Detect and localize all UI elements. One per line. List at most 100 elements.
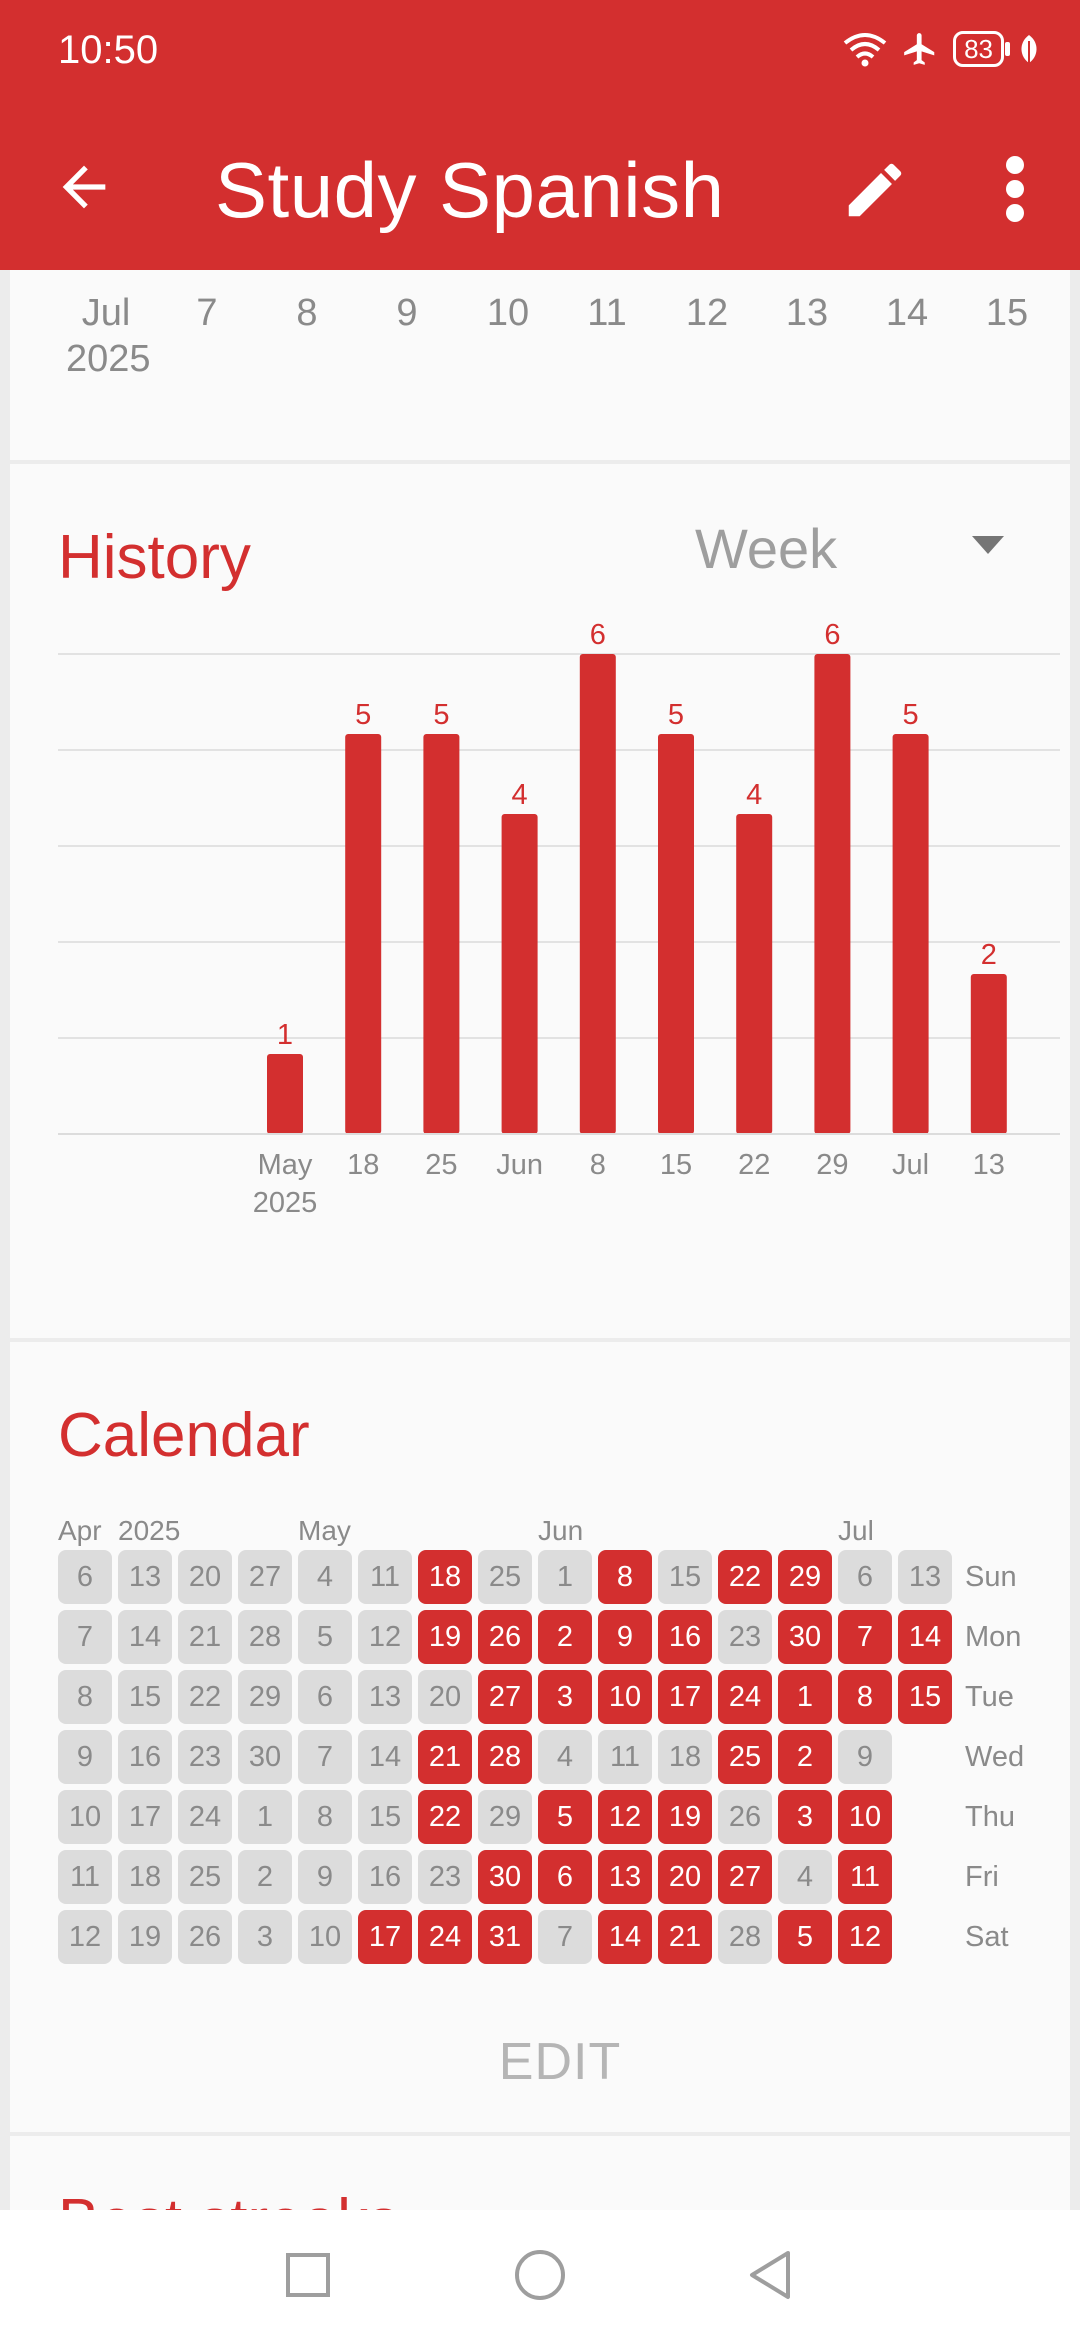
chart-data-label: 2 — [981, 939, 997, 971]
calendar-day-cell: 18 — [418, 1550, 472, 1604]
calendar-day-cell: 31 — [478, 1910, 532, 1964]
calendar-day-cell: 3 — [538, 1670, 592, 1724]
calendar-day-cell: 9 — [838, 1730, 892, 1784]
calendar-day-cell: 17 — [358, 1910, 412, 1964]
chart-bar — [814, 654, 851, 1134]
calendar-day-cell: 14 — [898, 1610, 952, 1664]
chart-tick-label: 22 — [738, 1149, 770, 1181]
calendar-day-cell: 20 — [658, 1850, 712, 1904]
back-triangle-icon[interactable] — [740, 2245, 800, 2305]
calendar-day-cell: 17 — [658, 1670, 712, 1724]
chart-data-label: 5 — [903, 699, 919, 731]
calendar-day-cell: 26 — [178, 1910, 232, 1964]
calendar-day-cell: 13 — [898, 1550, 952, 1604]
calendar-day-cell: 19 — [118, 1910, 172, 1964]
pencil-icon[interactable] — [840, 155, 910, 225]
timeline-label: 14 — [885, 292, 929, 334]
calendar-day-cell: 14 — [118, 1610, 172, 1664]
timeline-label: 15 — [985, 292, 1029, 334]
calendar-day-cell: 30 — [478, 1850, 532, 1904]
calendar-day-cell: 24 — [718, 1670, 772, 1724]
calendar-day-cell: 25 — [478, 1550, 532, 1604]
calendar-day-cell: 6 — [538, 1850, 592, 1904]
calendar-day-cell: 4 — [778, 1850, 832, 1904]
calendar-weekday-label: Sat — [965, 1921, 1009, 1953]
calendar-day-cell: 26 — [478, 1610, 532, 1664]
calendar-day-cell: 27 — [478, 1670, 532, 1724]
timeline-label: Jul — [81, 292, 131, 334]
calendar-day-cell: 22 — [178, 1670, 232, 1724]
calendar-day-cell: 11 — [598, 1730, 652, 1784]
home-circle-icon[interactable] — [510, 2245, 570, 2305]
calendar-day-cell: 1 — [538, 1550, 592, 1604]
calendar-day-cell: 7 — [538, 1910, 592, 1964]
dropdown-arrow-icon[interactable] — [972, 536, 1004, 556]
calendar-day-cell: 7 — [298, 1730, 352, 1784]
calendar-day-cell: 12 — [598, 1790, 652, 1844]
chart-data-label: 5 — [433, 699, 449, 731]
calendar-day-cell: 2 — [778, 1730, 832, 1784]
calendar-day-cell: 9 — [58, 1730, 112, 1784]
chart-data-label: 6 — [590, 619, 606, 651]
calendar-day-cell: 13 — [598, 1850, 652, 1904]
calendar-month-label: Jun — [538, 1515, 584, 1546]
calendar-day-cell: 23 — [178, 1730, 232, 1784]
calendar-day-cell: 21 — [178, 1610, 232, 1664]
calendar-day-cell: 16 — [118, 1730, 172, 1784]
calendar-weekday-label: Sun — [965, 1561, 1017, 1593]
calendar-weekday-label: Fri — [965, 1861, 999, 1893]
history-title: History — [58, 523, 251, 592]
calendar-title: Calendar — [58, 1401, 310, 1470]
chart-bar — [736, 814, 773, 1134]
page-title: Study Spanish — [215, 146, 725, 234]
timeline-label: 9 — [396, 292, 418, 334]
calendar-weekday-label: Thu — [965, 1801, 1015, 1833]
chart-tick-label: Jun — [496, 1149, 543, 1181]
chart-data-label: 5 — [668, 699, 684, 731]
calendar-weekday-label: Mon — [965, 1621, 1022, 1653]
battery-icon: 83 — [953, 31, 1010, 67]
calendar-day-cell: 19 — [418, 1610, 472, 1664]
calendar-day-cell: 14 — [598, 1910, 652, 1964]
calendar-day-cell: 13 — [118, 1550, 172, 1604]
calendar-day-cell: 28 — [238, 1610, 292, 1664]
more-vertical-icon[interactable] — [995, 153, 1035, 225]
chart-bar — [579, 654, 616, 1134]
period-dropdown[interactable]: Week — [695, 517, 838, 580]
calendar-day-cell: 21 — [418, 1730, 472, 1784]
wifi-icon — [843, 33, 887, 67]
calendar-day-cell: 25 — [178, 1850, 232, 1904]
edit-button[interactable]: EDIT — [498, 2033, 622, 2091]
timeline-year: 2025 — [66, 338, 151, 380]
calendar-day-cell: 16 — [658, 1610, 712, 1664]
calendar-day-cell: 30 — [778, 1610, 832, 1664]
calendar-month-label: Apr — [58, 1515, 102, 1546]
calendar-day-cell: 11 — [838, 1850, 892, 1904]
chart-bar — [658, 734, 694, 1134]
calendar-weekday-label: Tue — [965, 1681, 1014, 1713]
calendar-day-cell: 5 — [298, 1610, 352, 1664]
calendar-day-cell: 25 — [718, 1730, 772, 1784]
calendar-day-cell: 5 — [778, 1910, 832, 1964]
recents-square-icon[interactable] — [278, 2245, 338, 2305]
calendar-day-cell: 21 — [658, 1910, 712, 1964]
calendar-day-cell: 10 — [598, 1670, 652, 1724]
calendar-day-cell: 18 — [658, 1730, 712, 1784]
calendar-card: Calendar EDIT Apr 2025 May Jun Jul 6 7 8 9 10 11 12… — [10, 1342, 1070, 2132]
calendar-day-cell: 12 — [58, 1910, 112, 1964]
calendar-day-cell: 17 — [118, 1790, 172, 1844]
arrow-left-icon[interactable] — [52, 155, 116, 219]
calendar-day-cell: 8 — [298, 1790, 352, 1844]
calendar-day-cell: 15 — [658, 1550, 712, 1604]
chart-tick-label: 29 — [816, 1149, 848, 1181]
calendar-day-cell: 29 — [478, 1790, 532, 1844]
calendar-day-cell: 29 — [778, 1550, 832, 1604]
calendar-day-cell: 23 — [418, 1850, 472, 1904]
calendar-day-cell: 9 — [298, 1850, 352, 1904]
timeline-label: 13 — [785, 292, 829, 334]
calendar-day-cell: 27 — [718, 1850, 772, 1904]
calendar-day-cell: 19 — [658, 1790, 712, 1844]
chart-tick-label: 25 — [425, 1149, 457, 1181]
timeline-card: Jul 2025 7 8 9 10 11 12 13 14 15 — [10, 270, 1070, 460]
timeline-label: 8 — [296, 292, 318, 334]
